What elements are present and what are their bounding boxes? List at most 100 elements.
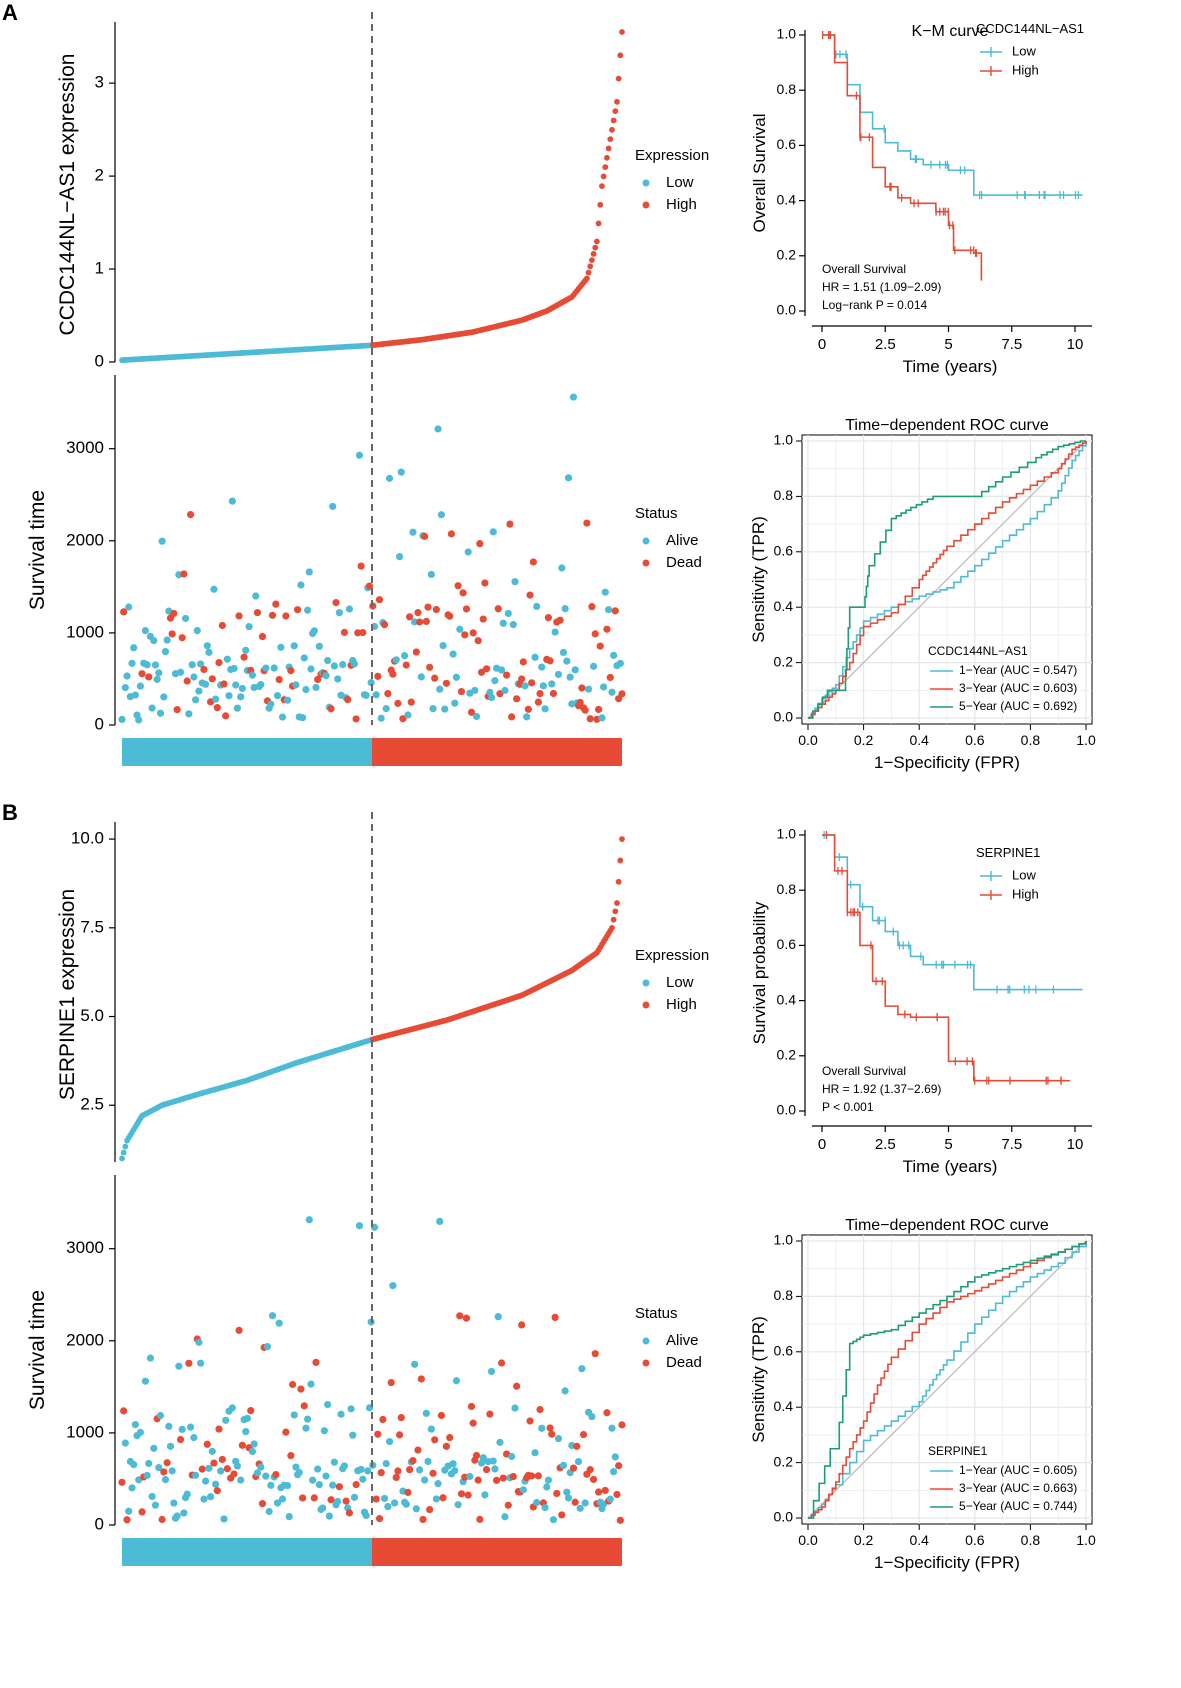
survival-point-alive — [330, 1458, 338, 1466]
survival-point-dead — [258, 632, 267, 641]
survival-point-alive — [200, 1495, 208, 1503]
survival-point-dead — [618, 690, 626, 698]
survival-point-dead — [442, 679, 451, 687]
km-x-tick-label: 7.5 — [1001, 336, 1022, 353]
survival-point-dead — [210, 1459, 218, 1467]
survival-point-dead — [528, 1472, 536, 1480]
survival-point-dead — [342, 1497, 350, 1505]
survival-point-alive — [121, 683, 129, 692]
survival-point-alive — [481, 1491, 489, 1499]
survival-y-tick-label: 3000 — [66, 438, 104, 457]
survival-point-alive — [180, 1509, 188, 1517]
survival-point-alive — [449, 1460, 457, 1468]
survival-point-alive — [300, 654, 308, 662]
survival-point-dead — [508, 713, 516, 721]
km-legend-high-label: High — [1012, 62, 1039, 77]
roc-title: Time−dependent ROC curve — [845, 417, 1049, 434]
survival-point-dead — [275, 675, 283, 684]
expression-point — [592, 244, 599, 251]
roc-x-tick-label: 1.0 — [1076, 1532, 1096, 1548]
survival-point-alive — [496, 1438, 504, 1446]
survival-point-alive — [253, 1469, 262, 1477]
survival-point-dead — [240, 653, 248, 661]
survival-point-dead — [288, 1380, 297, 1389]
survival-point-alive — [297, 581, 305, 589]
roc-x-tick-label: 0.2 — [854, 732, 874, 748]
km-y-tick-label: 0.6 — [777, 936, 797, 952]
survival-point-alive — [380, 1494, 389, 1503]
survival-point-dead — [603, 1409, 611, 1417]
survival-point-alive — [559, 648, 568, 657]
survival-point-alive — [156, 709, 165, 717]
survival-point-dead — [299, 1494, 307, 1502]
survival-point-dead — [394, 699, 402, 707]
expression-point — [122, 1143, 129, 1150]
survival-point-dead — [454, 582, 462, 590]
survival-point-dead — [375, 1515, 384, 1523]
survival-point-alive — [207, 1493, 215, 1501]
survival-point-alive — [559, 1461, 568, 1470]
survival-point-dead — [615, 1462, 623, 1470]
survival-point-alive — [148, 1492, 156, 1501]
survival-point-alive — [153, 675, 161, 683]
survival-point-dead — [399, 715, 407, 723]
survival-point-alive — [245, 622, 253, 631]
survival-point-alive — [302, 1424, 310, 1432]
roc-x-axis-label: 1−Specificity (FPR) — [874, 753, 1020, 772]
survival-point-dead — [526, 591, 534, 599]
survival-point-alive — [176, 668, 185, 676]
survival-point-dead — [513, 695, 521, 703]
expression-y-tick-label: 2.5 — [80, 1095, 104, 1114]
survival-point-dead — [482, 1466, 491, 1474]
survival-point-dead — [474, 637, 482, 645]
survival-point-alive — [409, 528, 417, 536]
survival-point-alive — [243, 1414, 252, 1422]
survival-point-alive — [569, 393, 578, 401]
roc-x-axis-label: 1−Specificity (FPR) — [874, 1553, 1020, 1572]
survival-point-alive — [329, 1481, 337, 1489]
survival-point-alive — [250, 1440, 258, 1448]
survival-point-dead — [536, 1405, 544, 1414]
roc-y-axis-label: Sensitivity (TPR) — [749, 1316, 768, 1443]
survival-point-dead — [213, 1487, 221, 1495]
survival-point-dead — [409, 1456, 417, 1465]
survival-point-alive — [504, 609, 512, 618]
survival-point-alive — [325, 1512, 333, 1520]
survival-point-dead — [235, 612, 243, 620]
survival-point-alive — [268, 1312, 277, 1320]
survival-point-alive — [491, 677, 499, 685]
survival-point-dead — [406, 613, 414, 621]
survival-point-alive — [196, 1359, 205, 1367]
km-y-tick-label: 0.2 — [777, 1047, 797, 1063]
survival-point-dead — [375, 596, 384, 604]
survival-point-alive — [564, 474, 573, 482]
panel-label: A — [2, 0, 18, 25]
group-bar-high — [372, 738, 622, 766]
survival-point-dead — [579, 1430, 588, 1439]
roc-y-tick-label: 0.4 — [774, 1398, 794, 1414]
survival-point-alive — [262, 664, 270, 672]
survival-point-alive — [541, 705, 549, 713]
survival-point-alive — [472, 712, 481, 721]
survival-axis-label: Survival time — [26, 1290, 49, 1410]
survival-point-alive — [190, 1433, 198, 1442]
roc-y-tick-label: 0.2 — [774, 1453, 794, 1469]
survival-point-dead — [596, 642, 604, 650]
survival-point-alive — [610, 651, 618, 659]
survival-point-alive — [521, 682, 529, 690]
survival-point-alive — [208, 1447, 216, 1455]
survival-point-alive — [320, 1427, 328, 1435]
survival-point-dead — [586, 715, 594, 723]
survival-point-dead — [180, 570, 188, 578]
survival-point-dead — [268, 611, 277, 619]
survival-point-dead — [297, 1385, 305, 1393]
survival-point-dead — [611, 607, 619, 615]
roc-legend-title: CCDC144NL−AS1 — [928, 644, 1028, 658]
survival-point-dead — [461, 631, 469, 639]
survival-point-alive — [584, 685, 593, 693]
km-y-tick-label: 0.8 — [777, 81, 797, 97]
survival-point-alive — [223, 655, 231, 663]
survival-point-dead — [424, 603, 432, 611]
survival-point-dead — [467, 1402, 476, 1411]
survival-point-alive — [411, 1360, 419, 1368]
